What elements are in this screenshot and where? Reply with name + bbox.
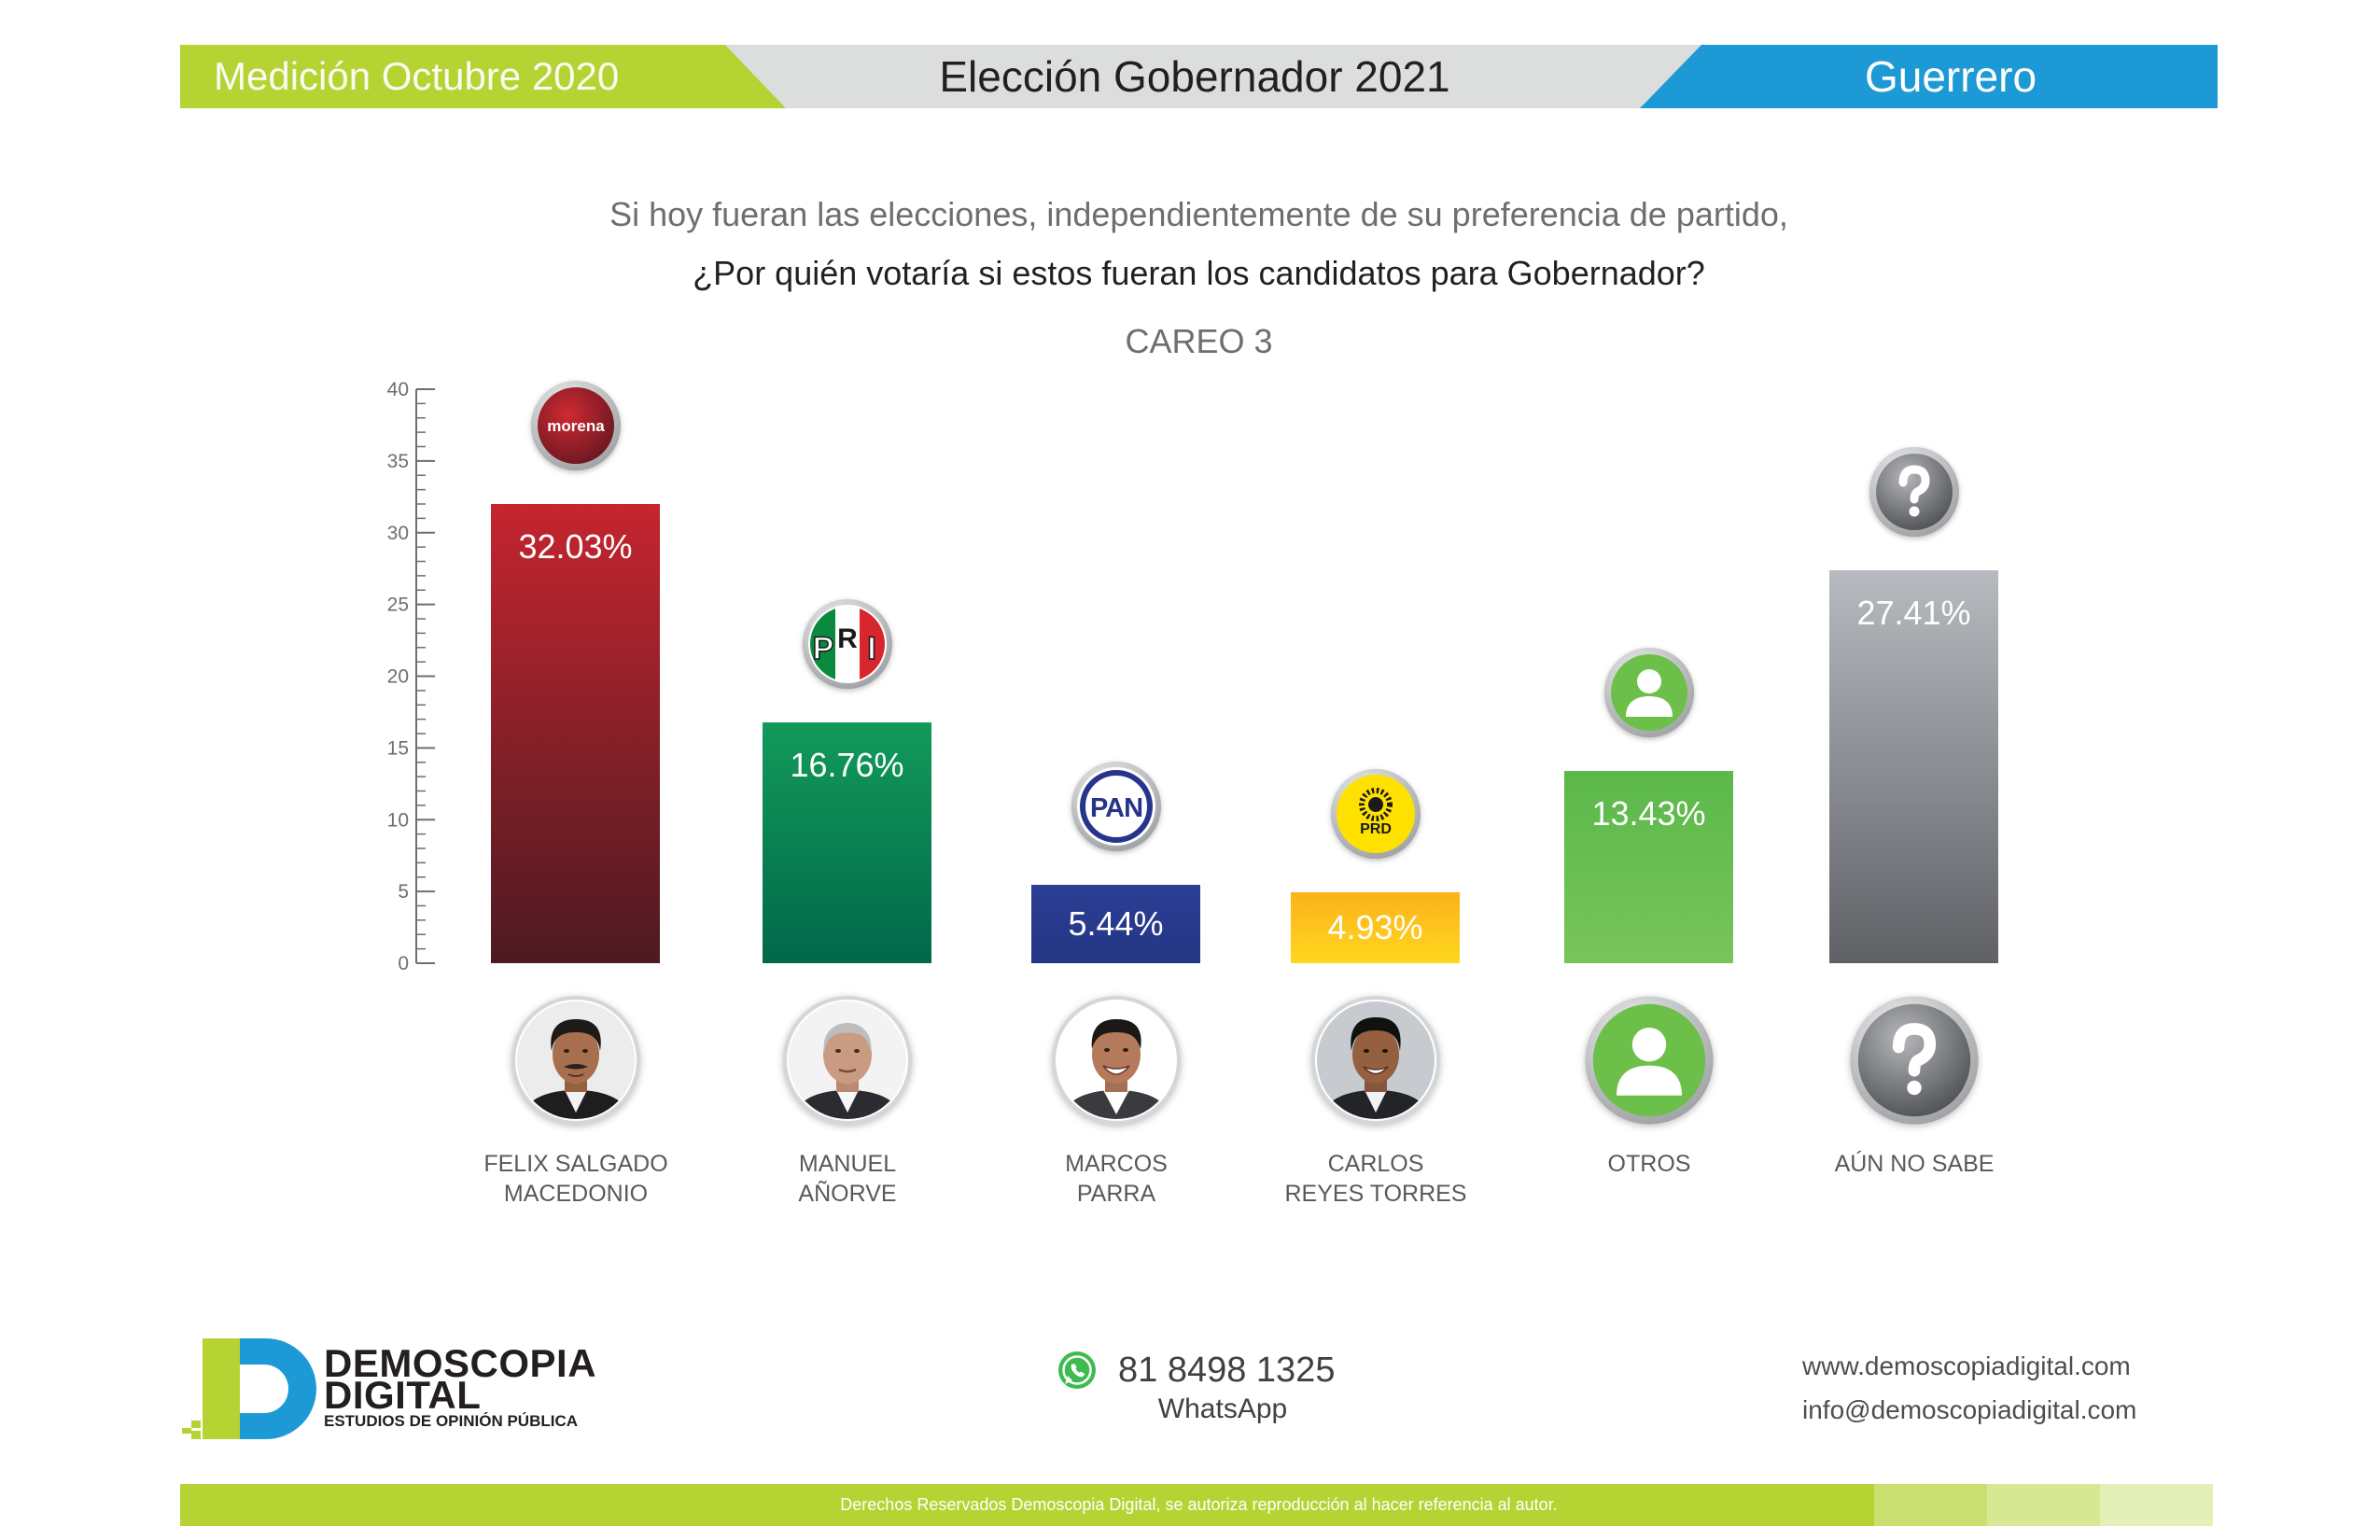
- bar: [1564, 770, 1733, 963]
- morena-logo-text: morena: [547, 417, 605, 435]
- bar: [763, 722, 931, 963]
- header-right-band: [1640, 45, 2218, 108]
- question-icon-graphic: [1869, 446, 1959, 537]
- morena-logo-icon: morena: [529, 379, 623, 472]
- pan-logo-graphic: PAN: [1071, 762, 1161, 852]
- chart-title: CAREO 3: [1125, 322, 1273, 360]
- phone-label: WhatsApp: [1157, 1393, 1288, 1424]
- footer-band-fade-3: [2100, 1484, 2213, 1526]
- question-line-2: ¿Por quién votaría si estos fueran los c…: [693, 254, 1705, 292]
- prd-logo-graphic: PRD: [1330, 769, 1421, 860]
- candidate-photo: [1051, 995, 1182, 1126]
- category-label: MANUEL AÑORVE: [798, 1151, 897, 1207]
- question-icon: [1868, 445, 1961, 539]
- header-state: Guerrero: [1864, 52, 2037, 101]
- bar-value-label: 13.43%: [1591, 793, 1706, 833]
- person-icon-graphic: [1603, 647, 1694, 737]
- category-label: AÚN NO SABE: [1834, 1151, 1995, 1177]
- bar: [1031, 885, 1200, 963]
- whatsapp-icon: [1058, 1351, 1096, 1389]
- bar: [1829, 569, 1998, 963]
- bar-value-label: 27.41%: [1856, 593, 1971, 632]
- pri-letter-r: R: [837, 623, 858, 654]
- question-icon-large: [1850, 996, 1979, 1125]
- header-left-band: [180, 45, 786, 108]
- y-tick-label: 35: [387, 451, 409, 472]
- person-icon: [1603, 646, 1696, 739]
- otros-person-icon: [1584, 995, 1715, 1126]
- brand-name-line-1: DEMOSCOPIA: [324, 1341, 597, 1385]
- y-tick-label: 15: [387, 737, 409, 759]
- person-icon-large: [1585, 996, 1714, 1125]
- category-label: MARCOS PARRA: [1065, 1151, 1168, 1207]
- candidate-photo-manuel: [783, 996, 912, 1125]
- brand-name-line-2: DIGITAL: [324, 1373, 482, 1417]
- category-label: OTROS: [1607, 1151, 1691, 1177]
- prd-logo-text: PRD: [1360, 821, 1392, 837]
- bar-value-label: 4.93%: [1327, 908, 1423, 947]
- phone-number[interactable]: 81 8498 1325: [1118, 1351, 1336, 1390]
- footer-band-fade-1: [1874, 1484, 1987, 1526]
- y-tick-label: 20: [387, 666, 409, 688]
- pri-logo-graphic: P R I: [802, 599, 892, 690]
- prd-sun-rays: [1358, 788, 1393, 822]
- copyright-notice: Derechos Reservados Demoscopia Digital, …: [840, 1495, 1558, 1514]
- morena-logo-graphic: morena: [530, 380, 621, 470]
- category-label: CARLOS REYES TORRES: [1284, 1151, 1467, 1207]
- y-tick-label: 40: [387, 379, 409, 400]
- y-tick-label: 10: [387, 809, 409, 831]
- y-tick-label: 30: [387, 523, 409, 544]
- brand-tagline: ESTUDIOS DE OPINIÓN PÚBLICA: [324, 1412, 579, 1430]
- candidate-photo: [782, 995, 913, 1126]
- y-tick-label: 5: [398, 881, 409, 903]
- candidate-photo-carlos: [1311, 996, 1440, 1125]
- candidate-photo: [1310, 995, 1441, 1126]
- bar: [491, 503, 660, 963]
- y-tick-label: 0: [398, 953, 409, 974]
- footer-band: [180, 1484, 1874, 1526]
- pri-letter-p: P: [812, 631, 833, 666]
- pri-logo-icon: P R I: [801, 597, 894, 691]
- category-label: FELIX SALGADO MACEDONIO: [483, 1151, 668, 1207]
- y-tick-label: 25: [387, 595, 409, 616]
- pan-logo-icon: PAN: [1070, 760, 1163, 853]
- candidate-photo: [511, 995, 641, 1126]
- question-line-1: Si hoy fueran las elecciones, independie…: [609, 195, 1788, 233]
- footer-band-fade-2: [1987, 1484, 2100, 1526]
- prd-sun: [1367, 797, 1383, 813]
- header-election: Elección Gobernador 2021: [939, 52, 1450, 101]
- header-period: Medición Octubre 2020: [214, 54, 620, 98]
- pan-logo-text: PAN: [1089, 793, 1141, 823]
- prd-logo-icon: PRD: [1329, 767, 1422, 861]
- demoscopia-logo-icon: [182, 1338, 316, 1439]
- candidate-photo-felix: [511, 996, 640, 1125]
- pri-letter-i: I: [867, 631, 875, 666]
- bar-value-label: 16.76%: [790, 746, 904, 785]
- email-link[interactable]: info@demoscopiadigital.com: [1802, 1395, 2137, 1424]
- website-link[interactable]: www.demoscopiadigital.com: [1802, 1351, 2131, 1380]
- bar: [1291, 892, 1460, 963]
- bar-value-label: 5.44%: [1068, 904, 1164, 944]
- aun-no-sabe-question-icon: [1849, 995, 1980, 1126]
- bar-value-label: 32.03%: [518, 526, 633, 566]
- candidate-photo-marcos: [1052, 996, 1181, 1125]
